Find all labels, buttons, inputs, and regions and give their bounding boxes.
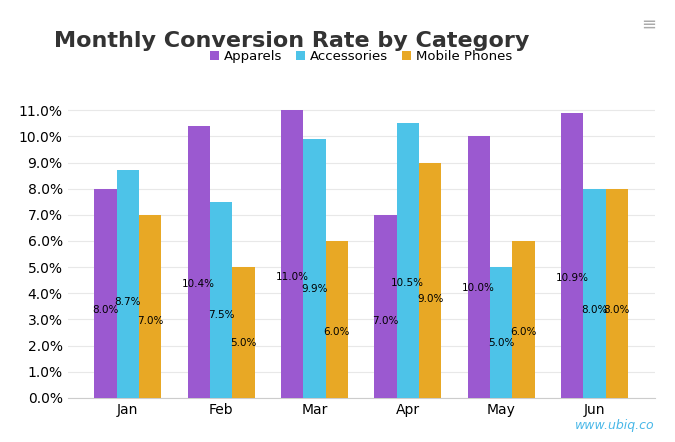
Text: Monthly Conversion Rate by Category: Monthly Conversion Rate by Category [54,31,529,51]
Bar [512,241,535,398]
Text: 9.0%: 9.0% [417,294,443,304]
Text: 6.0%: 6.0% [324,327,350,337]
Bar [95,189,117,398]
Text: 10.4%: 10.4% [182,278,215,289]
Bar [232,267,254,398]
Bar [139,215,161,398]
Bar [210,202,232,398]
Bar [117,171,139,398]
Legend: Apparels, Accessories, Mobile Phones: Apparels, Accessories, Mobile Phones [210,50,512,63]
Bar [419,163,441,398]
Bar [374,215,397,398]
Bar [397,123,419,398]
Text: ≡: ≡ [641,15,656,34]
Text: 5.0%: 5.0% [230,338,256,348]
Bar [583,189,605,398]
Text: 8.7%: 8.7% [115,297,141,307]
Text: 8.0%: 8.0% [92,305,119,315]
Text: 7.0%: 7.0% [137,316,163,326]
Bar [325,241,348,398]
Text: 10.5%: 10.5% [392,278,425,288]
Text: 7.0%: 7.0% [372,316,398,326]
Bar [468,137,490,398]
Text: 11.0%: 11.0% [275,272,308,282]
Bar [490,267,512,398]
Text: 10.9%: 10.9% [556,273,589,283]
Bar [561,113,583,398]
Bar [303,139,325,398]
Text: 6.0%: 6.0% [510,327,537,337]
Text: 5.0%: 5.0% [488,338,514,348]
Bar [188,126,210,398]
Text: 8.0%: 8.0% [603,305,630,315]
Text: 8.0%: 8.0% [581,305,608,315]
Bar [605,189,628,398]
Bar [281,110,303,398]
Text: 7.5%: 7.5% [208,310,234,320]
Text: 9.9%: 9.9% [301,284,327,294]
Text: 10.0%: 10.0% [462,283,495,293]
Text: www.ubiq.co: www.ubiq.co [575,419,655,432]
